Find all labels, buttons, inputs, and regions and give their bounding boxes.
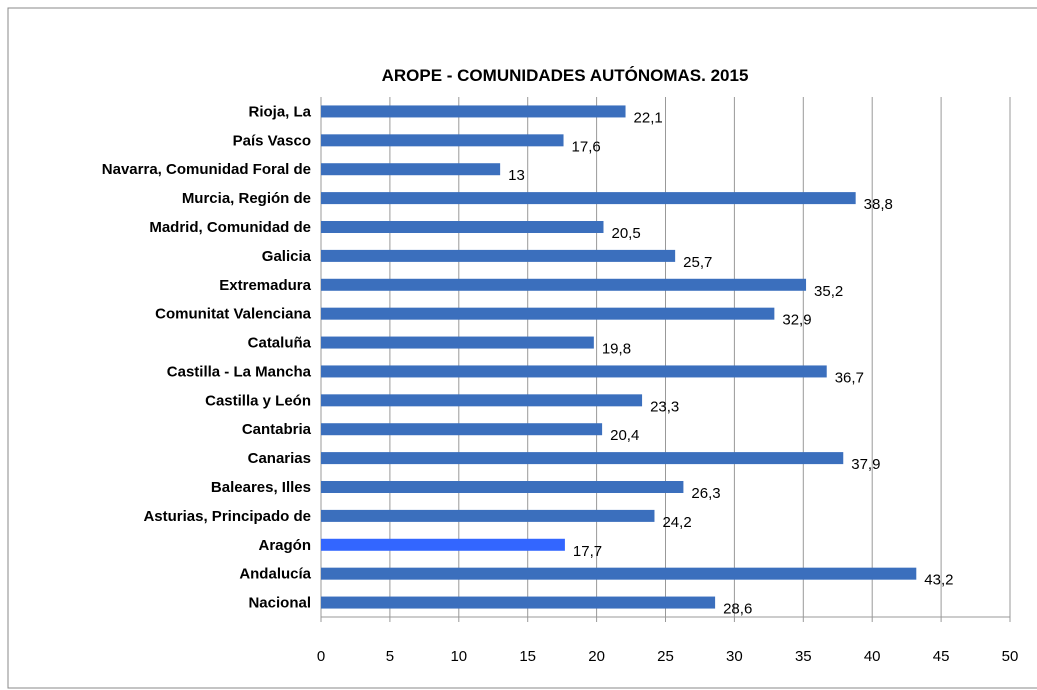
y-tick-label: País Vasco	[233, 132, 311, 149]
x-tick-label: 0	[317, 648, 325, 665]
data-label: 37,9	[851, 456, 880, 473]
y-tick-label: Navarra, Comunidad Foral de	[102, 161, 311, 178]
x-tick-label: 5	[386, 648, 394, 665]
bar	[321, 567, 917, 580]
bar	[321, 221, 604, 233]
data-label: 43,2	[924, 572, 953, 589]
data-label: 23,3	[650, 398, 679, 415]
x-tick-label: 25	[657, 648, 674, 665]
data-label: 19,8	[602, 341, 631, 358]
y-tick-label: Andalucía	[239, 566, 311, 583]
bar	[321, 394, 643, 407]
x-tick-label: 15	[519, 648, 536, 665]
bar	[321, 134, 564, 147]
y-tick-label: Castilla y León	[205, 392, 311, 409]
data-label: 35,2	[814, 283, 843, 300]
bar	[321, 365, 827, 378]
bar	[321, 509, 655, 522]
data-label: 13	[508, 167, 525, 184]
y-tick-label: Comunitat Valenciana	[155, 306, 312, 323]
data-label: 17,6	[572, 138, 601, 155]
bar	[321, 423, 603, 436]
y-tick-label: Galicia	[262, 248, 312, 265]
y-tick-label: Madrid, Comunidad de	[149, 219, 311, 236]
bar	[321, 105, 626, 118]
y-tick-label: Castilla - La Mancha	[167, 363, 312, 380]
data-label: 32,9	[782, 312, 811, 329]
y-tick-label: Cataluña	[248, 335, 312, 352]
x-tick-label: 35	[795, 648, 812, 665]
y-tick-label: Baleares, Illes	[211, 479, 311, 496]
x-tick-label: 30	[726, 648, 743, 665]
bar	[321, 307, 775, 320]
y-tick-label: Cantabria	[242, 421, 312, 438]
bar	[321, 452, 844, 465]
x-tick-label: 50	[1002, 648, 1019, 665]
y-tick-label: Nacional	[248, 595, 311, 612]
data-label: 28,6	[723, 601, 752, 618]
x-tick-label: 10	[450, 648, 467, 665]
chart-border	[7, 7, 1037, 689]
chart-title: AROPE - COMUNIDADES AUTÓNOMAS. 2015	[382, 66, 749, 85]
data-label: 25,7	[683, 254, 712, 271]
data-label: 36,7	[835, 369, 864, 386]
data-label: 26,3	[691, 485, 720, 502]
bar	[321, 481, 684, 493]
y-tick-label: Murcia, Región de	[182, 190, 311, 207]
data-label: 22,1	[634, 109, 663, 126]
data-label: 17,7	[573, 543, 602, 560]
bar	[321, 336, 594, 349]
x-tick-label: 40	[864, 648, 881, 665]
data-label: 20,5	[611, 225, 640, 242]
data-label: 20,4	[610, 427, 639, 444]
data-label: 38,8	[864, 196, 893, 213]
bar	[321, 249, 676, 262]
x-tick-label: 45	[933, 648, 950, 665]
bar	[321, 192, 856, 205]
bar	[321, 163, 501, 176]
y-tick-label: Rioja, La	[248, 103, 311, 120]
y-tick-label: Canarias	[248, 450, 311, 467]
y-tick-label: Aragón	[259, 537, 312, 554]
x-tick-label: 20	[588, 648, 605, 665]
bar	[321, 538, 565, 551]
y-tick-label: Extremadura	[219, 277, 311, 294]
y-tick-label: Asturias, Principado de	[143, 508, 311, 525]
bar	[321, 278, 807, 291]
bar	[321, 596, 716, 609]
data-label: 24,2	[662, 514, 691, 531]
